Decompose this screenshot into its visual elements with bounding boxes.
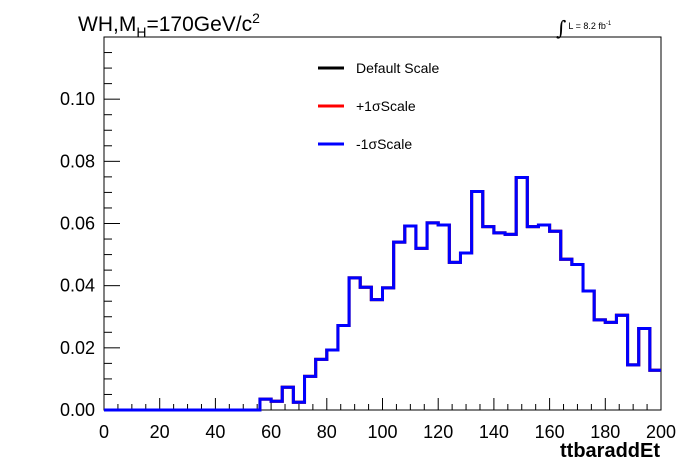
x-tick-label: 180	[590, 422, 620, 442]
title-prefix: WH,M	[78, 13, 137, 36]
legend-item: +1σScale	[318, 98, 416, 114]
legend-label: -1σScale	[356, 136, 412, 152]
legend-item: Default Scale	[318, 60, 439, 76]
y-tick-label: 0.04	[60, 276, 95, 296]
y-tick-label: 0.00	[60, 400, 95, 420]
x-tick-label: 140	[479, 422, 509, 442]
legend-label: Default Scale	[356, 60, 439, 76]
x-tick-label: 0	[99, 422, 109, 442]
x-axis-title: ttbaraddEt	[560, 440, 660, 462]
luminosity-text: L = 8.2 fb	[568, 21, 606, 31]
series-2	[104, 175, 661, 412]
y-tick-label: 0.10	[60, 89, 95, 109]
title-mid: =170GeV/c	[146, 13, 253, 36]
x-axis: 0 20 40 60 80 100 120 140 160 180 200	[99, 398, 676, 442]
title-superscript: 2	[252, 10, 260, 26]
legend-label: +1σScale	[356, 98, 416, 114]
y-axis: 0.00 0.02 0.04 0.06 0.08 0.10	[60, 36, 120, 420]
x-tick-label: 60	[261, 422, 281, 442]
luminosity-exponent: -1	[605, 21, 612, 27]
y-tick-label: 0.02	[60, 338, 95, 358]
luminosity-label: ∫ L = 8.2 fb-1	[556, 16, 611, 40]
y-tick-label: 0.06	[60, 214, 95, 234]
series-group	[104, 175, 661, 412]
legend: Default Scale +1σScale -1σScale	[318, 60, 439, 152]
plot-frame	[103, 36, 662, 411]
x-tick-label: 100	[367, 422, 397, 442]
plot-border	[103, 36, 662, 411]
x-tick-label: 40	[205, 422, 225, 442]
x-tick-label: 200	[646, 422, 676, 442]
chart-title: WH,MH=170GeV/c2	[78, 10, 260, 40]
title-subscript: H	[136, 24, 147, 40]
integral-symbol: ∫	[556, 16, 567, 40]
x-tick-label: 80	[317, 422, 337, 442]
x-tick-label: 20	[150, 422, 170, 442]
x-tick-label: 120	[423, 422, 453, 442]
legend-item: -1σScale	[318, 136, 412, 152]
histogram-line	[104, 175, 661, 412]
y-tick-label: 0.08	[60, 151, 95, 171]
x-tick-label: 160	[535, 422, 565, 442]
